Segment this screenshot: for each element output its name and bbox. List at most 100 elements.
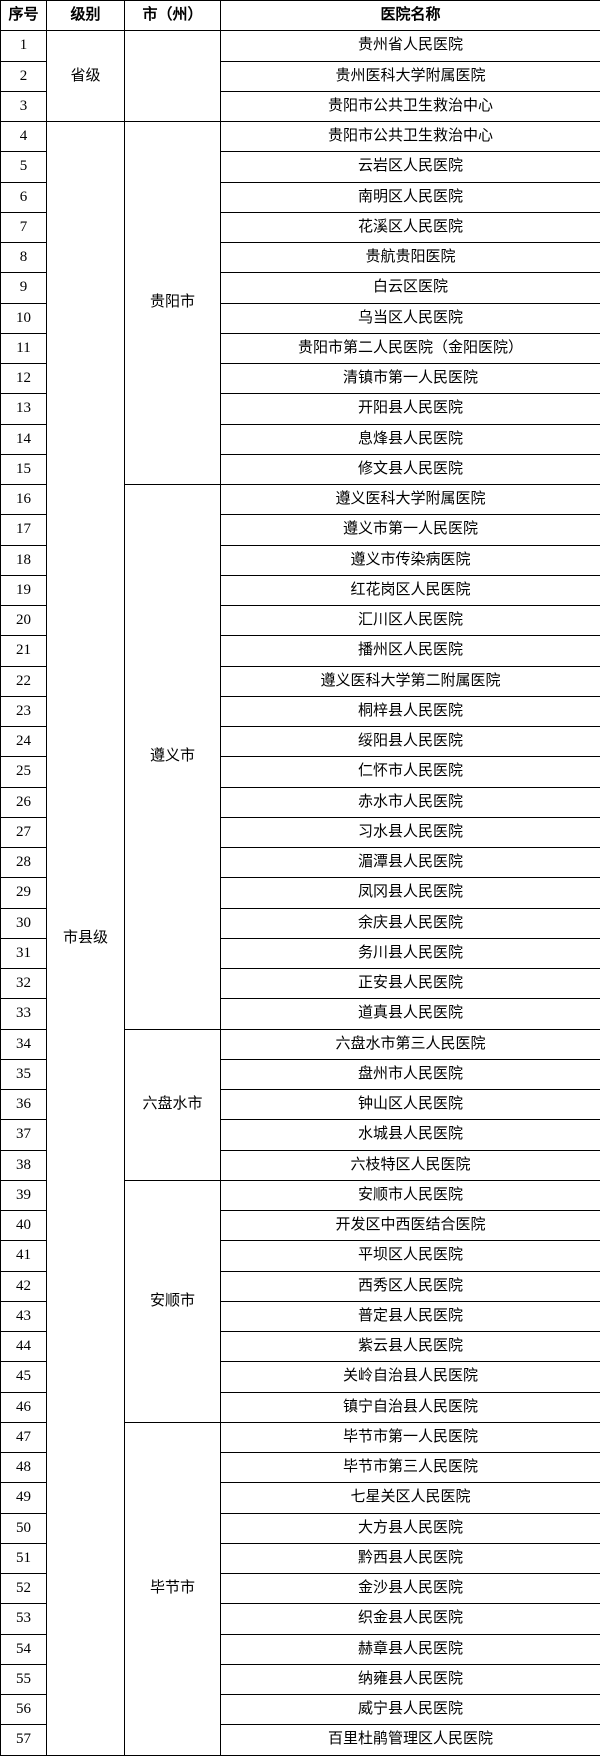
cell-hospital-name: 盘州市人民医院 (221, 1059, 600, 1089)
cell-seq: 43 (1, 1301, 47, 1331)
cell-seq: 34 (1, 1029, 47, 1059)
cell-hospital-name: 开发区中西医结合医院 (221, 1211, 600, 1241)
cell-seq: 36 (1, 1090, 47, 1120)
cell-seq: 1 (1, 31, 47, 61)
cell-seq: 18 (1, 545, 47, 575)
cell-hospital-name: 习水县人民医院 (221, 817, 600, 847)
cell-seq: 6 (1, 182, 47, 212)
cell-hospital-name: 安顺市人民医院 (221, 1180, 600, 1210)
cell-hospital-name: 百里杜鹃管理区人民医院 (221, 1725, 600, 1755)
cell-hospital-name: 花溪区人民医院 (221, 212, 600, 242)
cell-hospital-name: 凤冈县人民医院 (221, 878, 600, 908)
cell-seq: 23 (1, 696, 47, 726)
table-row: 4市县级贵阳市贵阳市公共卫生救治中心 (1, 122, 600, 152)
cell-seq: 3 (1, 91, 47, 121)
cell-seq: 22 (1, 666, 47, 696)
cell-hospital-name: 余庆县人民医院 (221, 908, 600, 938)
cell-seq: 40 (1, 1211, 47, 1241)
cell-hospital-name: 毕节市第三人民医院 (221, 1453, 600, 1483)
cell-hospital-name: 紫云县人民医院 (221, 1332, 600, 1362)
cell-hospital-name: 六盘水市第三人民医院 (221, 1029, 600, 1059)
cell-hospital-name: 赫章县人民医院 (221, 1634, 600, 1664)
cell-seq: 17 (1, 515, 47, 545)
cell-seq: 11 (1, 333, 47, 363)
cell-hospital-name: 云岩区人民医院 (221, 152, 600, 182)
cell-seq: 12 (1, 364, 47, 394)
cell-hospital-name: 遵义医科大学附属医院 (221, 485, 600, 515)
cell-city: 遵义市 (125, 485, 221, 1030)
cell-seq: 29 (1, 878, 47, 908)
cell-city: 毕节市 (125, 1422, 221, 1755)
cell-level: 市县级 (47, 122, 125, 1756)
cell-hospital-name: 关岭自治县人民医院 (221, 1362, 600, 1392)
cell-hospital-name: 南明区人民医院 (221, 182, 600, 212)
cell-hospital-name: 清镇市第一人民医院 (221, 364, 600, 394)
cell-seq: 57 (1, 1725, 47, 1755)
cell-hospital-name: 大方县人民医院 (221, 1513, 600, 1543)
cell-seq: 7 (1, 212, 47, 242)
cell-seq: 41 (1, 1241, 47, 1271)
cell-hospital-name: 乌当区人民医院 (221, 303, 600, 333)
cell-seq: 4 (1, 122, 47, 152)
cell-seq: 47 (1, 1422, 47, 1452)
cell-hospital-name: 桐梓县人民医院 (221, 696, 600, 726)
table-row: 1省级贵州省人民医院 (1, 31, 600, 61)
cell-seq: 5 (1, 152, 47, 182)
cell-city (125, 31, 221, 122)
cell-seq: 37 (1, 1120, 47, 1150)
cell-hospital-name: 绥阳县人民医院 (221, 727, 600, 757)
cell-hospital-name: 遵义医科大学第二附属医院 (221, 666, 600, 696)
cell-hospital-name: 遵义市传染病医院 (221, 545, 600, 575)
cell-hospital-name: 织金县人民医院 (221, 1604, 600, 1634)
cell-seq: 28 (1, 848, 47, 878)
cell-seq: 16 (1, 485, 47, 515)
cell-hospital-name: 红花岗区人民医院 (221, 575, 600, 605)
cell-seq: 33 (1, 999, 47, 1029)
cell-seq: 10 (1, 303, 47, 333)
cell-hospital-name: 纳雍县人民医院 (221, 1664, 600, 1694)
cell-seq: 38 (1, 1150, 47, 1180)
cell-seq: 32 (1, 969, 47, 999)
cell-seq: 48 (1, 1453, 47, 1483)
cell-seq: 15 (1, 454, 47, 484)
header-name: 医院名称 (221, 1, 600, 31)
cell-hospital-name: 贵阳市第二人民医院（金阳医院） (221, 333, 600, 363)
cell-seq: 52 (1, 1574, 47, 1604)
cell-hospital-name: 七星关区人民医院 (221, 1483, 600, 1513)
cell-seq: 46 (1, 1392, 47, 1422)
cell-hospital-name: 水城县人民医院 (221, 1120, 600, 1150)
cell-seq: 55 (1, 1664, 47, 1694)
cell-hospital-name: 贵阳市公共卫生救治中心 (221, 91, 600, 121)
cell-seq: 30 (1, 908, 47, 938)
cell-hospital-name: 西秀区人民医院 (221, 1271, 600, 1301)
cell-seq: 19 (1, 575, 47, 605)
cell-hospital-name: 金沙县人民医院 (221, 1574, 600, 1604)
cell-seq: 25 (1, 757, 47, 787)
table-body: 1省级贵州省人民医院2贵州医科大学附属医院3贵阳市公共卫生救治中心4市县级贵阳市… (1, 31, 600, 1755)
cell-hospital-name: 贵阳市公共卫生救治中心 (221, 122, 600, 152)
cell-seq: 21 (1, 636, 47, 666)
cell-hospital-name: 播州区人民医院 (221, 636, 600, 666)
cell-level: 省级 (47, 31, 125, 122)
header-row: 序号 级别 市（州） 医院名称 (1, 1, 600, 31)
cell-seq: 9 (1, 273, 47, 303)
cell-seq: 31 (1, 938, 47, 968)
cell-hospital-name: 贵州省人民医院 (221, 31, 600, 61)
cell-seq: 13 (1, 394, 47, 424)
cell-hospital-name: 遵义市第一人民医院 (221, 515, 600, 545)
cell-seq: 50 (1, 1513, 47, 1543)
cell-hospital-name: 仁怀市人民医院 (221, 757, 600, 787)
cell-seq: 53 (1, 1604, 47, 1634)
cell-seq: 2 (1, 61, 47, 91)
cell-seq: 27 (1, 817, 47, 847)
cell-seq: 54 (1, 1634, 47, 1664)
cell-hospital-name: 镇宁自治县人民医院 (221, 1392, 600, 1422)
cell-city: 贵阳市 (125, 122, 221, 485)
cell-hospital-name: 贵州医科大学附属医院 (221, 61, 600, 91)
cell-city: 六盘水市 (125, 1029, 221, 1180)
cell-hospital-name: 平坝区人民医院 (221, 1241, 600, 1271)
cell-seq: 56 (1, 1695, 47, 1725)
header-level: 级别 (47, 1, 125, 31)
cell-hospital-name: 赤水市人民医院 (221, 787, 600, 817)
header-seq: 序号 (1, 1, 47, 31)
